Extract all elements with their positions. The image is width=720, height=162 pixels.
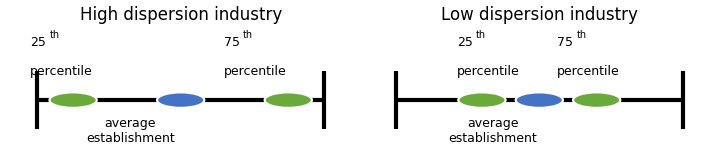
Text: 25: 25 (456, 36, 473, 49)
Text: 25: 25 (30, 36, 46, 49)
Text: th: th (577, 30, 587, 40)
Text: th: th (476, 30, 486, 40)
Ellipse shape (516, 92, 563, 108)
Text: th: th (243, 30, 253, 40)
Text: 75: 75 (557, 36, 573, 49)
Text: percentile: percentile (30, 65, 93, 78)
Text: Low dispersion industry: Low dispersion industry (441, 6, 638, 24)
Text: average
establishment: average establishment (86, 117, 175, 145)
Text: High dispersion industry: High dispersion industry (80, 6, 282, 24)
Text: 75: 75 (224, 36, 240, 49)
Ellipse shape (265, 92, 312, 108)
Ellipse shape (157, 92, 204, 108)
Text: percentile: percentile (557, 65, 620, 78)
Text: th: th (50, 30, 60, 40)
Text: average
establishment: average establishment (449, 117, 537, 145)
Ellipse shape (458, 92, 505, 108)
Text: percentile: percentile (456, 65, 520, 78)
Text: percentile: percentile (224, 65, 287, 78)
Ellipse shape (50, 92, 96, 108)
Ellipse shape (573, 92, 621, 108)
